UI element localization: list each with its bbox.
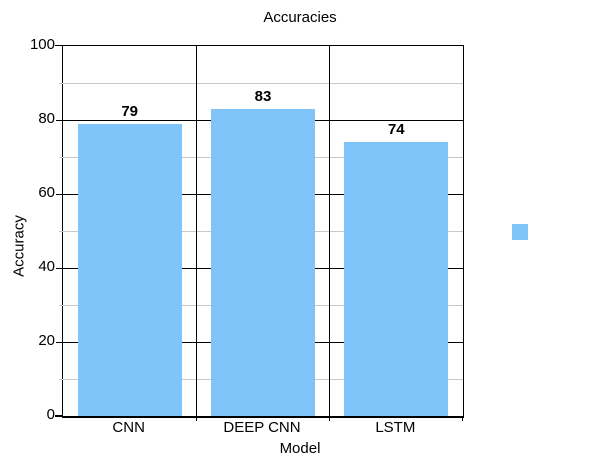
y-axis-tick [55, 45, 62, 46]
y-tick-label: 80 [38, 110, 55, 127]
bar-value-label: 79 [121, 102, 138, 120]
chart-title: Accuracies [263, 9, 337, 26]
bar-value-label: 74 [387, 121, 405, 139]
column-divider [329, 46, 331, 420]
x-category-label: CNN [112, 419, 145, 436]
bar-value-label: 83 [254, 87, 272, 105]
y-tick-label: 0 [46, 406, 55, 423]
y-tick-label: 40 [38, 258, 55, 275]
gridline-minor [59, 82, 463, 84]
y-tick-label: 100 [29, 36, 55, 53]
y-tick-label: 60 [38, 184, 55, 201]
plot-area: 79 83 74 [56, 45, 464, 421]
x-category-label: DEEP CNN [223, 419, 301, 436]
x-category-label: LSTM [375, 419, 416, 436]
bar [211, 108, 315, 416]
bar [77, 123, 182, 416]
x-axis-tick [195, 417, 197, 421]
y-axis-tick [55, 415, 62, 417]
x-axis-title: Model [279, 440, 321, 457]
column-divider [195, 46, 197, 420]
x-axis-tick [461, 417, 463, 421]
x-axis-tick [329, 417, 331, 421]
legend-swatch [512, 224, 528, 240]
y-tick-label: 20 [38, 332, 55, 349]
bar [344, 142, 449, 416]
